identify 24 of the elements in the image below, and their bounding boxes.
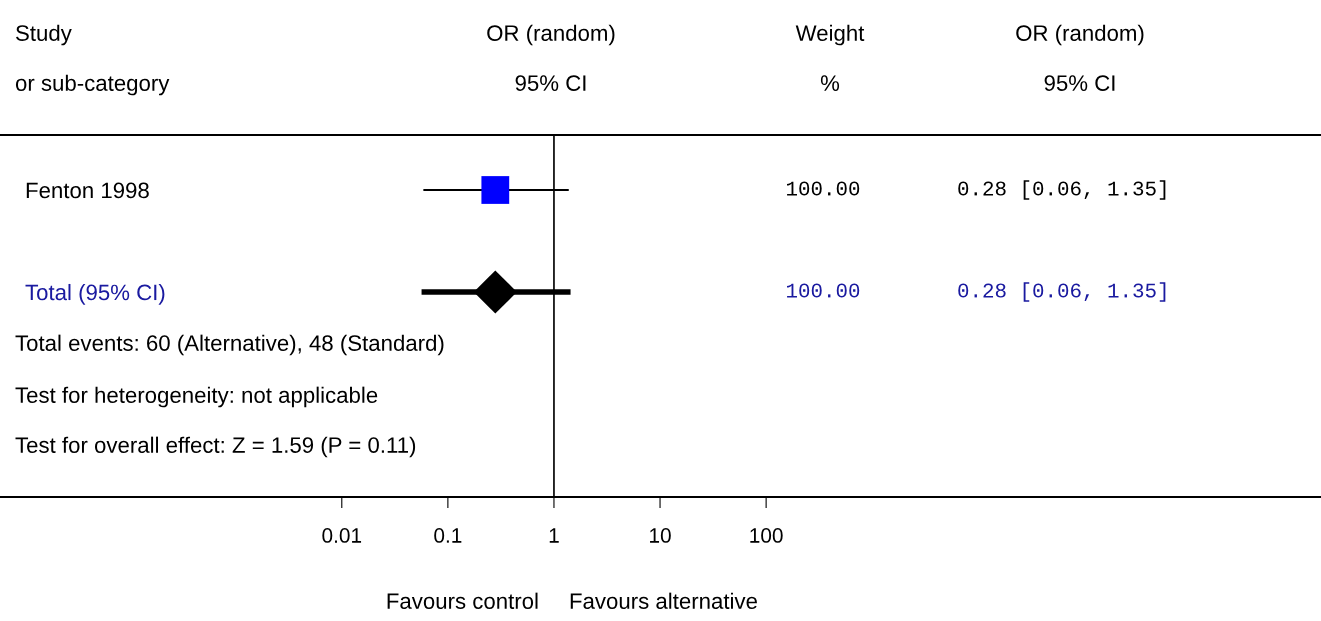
text: % <box>820 75 840 91</box>
text: Test for overall effect: Z = 1.59 (P = 0.11) <box>15 436 416 458</box>
text: OR (random) <box>1016 24 1144 46</box>
text: 95% CI <box>1044 75 1115 91</box>
text: Favours control <box>387 592 538 609</box>
y-tick-label: Total (95% CI) <box>25 283 165 305</box>
text: Favours alternative <box>570 592 757 609</box>
text: or sub-category <box>15 74 170 96</box>
x-tick-label: 100 <box>750 528 783 543</box>
annotation: Total events: 60 (Alternative), 48 (Standard) <box>15 334 444 356</box>
annotation: 0.28 [0.06, 1.35] <box>958 282 1166 302</box>
annotation: 0.28 [0.06, 1.35] <box>958 180 1166 200</box>
x-tick-label: 10 <box>650 528 671 543</box>
annotation: 100.00 <box>787 283 860 298</box>
annotation: Test for heterogeneity: not applicable <box>15 386 378 408</box>
text: Study <box>16 24 72 46</box>
text: Weight <box>795 24 865 46</box>
annotation: 100.00 <box>787 181 860 196</box>
x-tick-label: 0.01 <box>322 528 362 543</box>
text: 95% CI <box>515 75 586 91</box>
x-tick-label: 0.1 <box>434 528 462 543</box>
x-tick-label: 1 <box>549 528 559 543</box>
y-tick-label: Fenton 1998 <box>26 182 149 199</box>
text: OR (random) <box>487 24 615 46</box>
